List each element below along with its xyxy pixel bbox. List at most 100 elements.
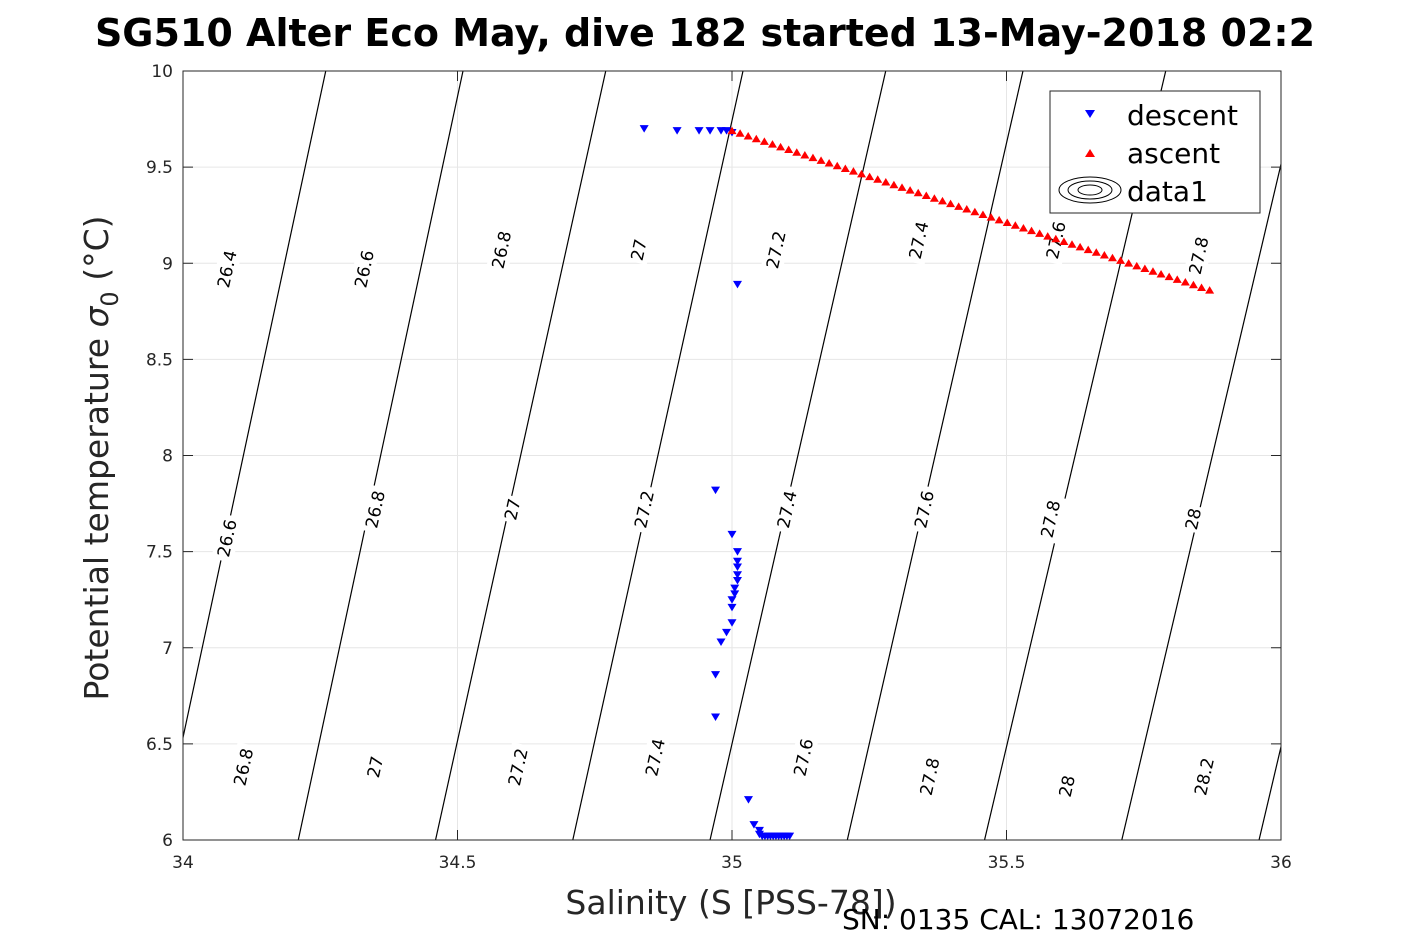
serial-calibration-footer: SN: 0135 CAL: 13072016: [842, 903, 1194, 936]
descent-point: [754, 826, 764, 835]
isopycnal-label-knockout: [1179, 503, 1207, 535]
ascent-point: [1051, 234, 1061, 243]
isopycnal-label-knockout: [771, 484, 803, 535]
ascent-point: [954, 202, 964, 210]
isopycnal-label-group: 27.4: [902, 215, 935, 266]
ascent-point: [1148, 267, 1158, 275]
ascent-point: [735, 129, 745, 137]
descent-point: [716, 638, 726, 646]
ascent-point: [1124, 259, 1134, 267]
isopycnal-label: 27: [628, 237, 652, 262]
isopycnal-label-group: 27: [361, 751, 389, 783]
ascent-point: [913, 188, 923, 197]
descent-point: [727, 619, 737, 627]
chart-title: SG510 Alter Eco May, dive 182 started 13…: [95, 11, 1315, 55]
ascent-point: [792, 148, 802, 156]
isopycnal-line-28: [1121, 161, 1281, 840]
x-tick-label: 34.5: [439, 853, 477, 873]
y-axis-ticks: 6 6.5 7 7.5 8 8.5 9 9.5 10: [146, 62, 1281, 851]
isopycnal-label-knockout: [1053, 771, 1081, 802]
isopycnal-line-26.8: [297, 71, 464, 840]
descent-point: [672, 127, 682, 135]
y-tick-label: 9: [162, 254, 173, 274]
descent-point: [639, 125, 649, 133]
descent-point: [732, 280, 742, 289]
descent-point: [730, 584, 740, 593]
ascent-point: [929, 194, 939, 202]
isopycnal-label-knockout: [902, 215, 935, 266]
ascent-point: [1067, 240, 1077, 248]
isopycnal-label-knockout: [625, 234, 653, 265]
isopycnal-label: 28: [1056, 774, 1080, 799]
ascent-point: [1156, 269, 1166, 278]
y-axis-label: Potential temperature σ0 (°C): [77, 216, 124, 701]
isopycnal-label-knockout: [1188, 751, 1220, 802]
isopycnal-label-knockout: [498, 494, 526, 525]
legend-contour-marker: [1058, 176, 1122, 204]
ascent-point: [857, 169, 867, 178]
ascent-point: [784, 145, 794, 154]
isopycnal-label-knockout: [211, 244, 243, 294]
ascent-point: [1059, 237, 1069, 245]
ascent-point: [881, 177, 891, 186]
x-tick-label: 34: [172, 853, 194, 873]
isopycnal-line-27.6: [846, 71, 1024, 840]
descent-point: [711, 486, 721, 495]
isopycnal-label-group: 26.8: [485, 224, 518, 275]
descent-point: [732, 563, 742, 572]
ascent-point: [873, 175, 883, 183]
ascent-point: [937, 196, 947, 205]
y-tick-label: 10: [151, 62, 173, 82]
descent-point: [730, 590, 740, 598]
isopycnal-label-knockout: [760, 224, 792, 275]
descent-point: [727, 530, 737, 539]
descent-point: [743, 796, 753, 804]
ascent-point: [816, 156, 826, 164]
ascent-point: [1043, 232, 1053, 240]
y-axis-label-sigma: σ: [77, 306, 116, 328]
legend-descent-marker: [1085, 110, 1095, 118]
ascent-point: [848, 167, 858, 175]
descent-series: [639, 125, 795, 841]
ascent-point: [759, 137, 769, 145]
ascent-point: [727, 126, 737, 135]
ascent-point: [994, 215, 1004, 224]
ascent-point: [800, 150, 810, 159]
ascent-point: [1099, 251, 1109, 259]
descent-point: [705, 127, 715, 135]
isopycnal-line-27: [434, 71, 607, 840]
ascent-point: [1132, 261, 1142, 270]
descent-point: [727, 596, 737, 604]
descent-point: [732, 557, 742, 566]
ascent-point: [832, 161, 842, 170]
ascent-point: [743, 132, 753, 140]
ascent-point: [1180, 278, 1190, 286]
legend-data1-label: data1: [1127, 175, 1208, 208]
ascent-point: [1107, 253, 1117, 262]
ascent-point: [978, 210, 988, 218]
descent-point: [711, 713, 721, 721]
x-tick-label: 36: [1270, 853, 1292, 873]
y-tick-label: 7: [162, 639, 173, 659]
descent-point: [732, 548, 742, 556]
isopycnal-label: 27: [501, 497, 525, 522]
isopycnal-label-knockout: [359, 484, 391, 535]
ascent-point: [767, 140, 777, 148]
isopycnal-label-knockout: [787, 732, 820, 783]
descent-point: [722, 628, 732, 637]
legend: descent ascent data1: [1049, 90, 1261, 214]
ascent-point: [751, 134, 761, 143]
descent-point: [727, 603, 737, 612]
ascent-point: [1091, 248, 1101, 256]
isopycnal-label-knockout: [1182, 230, 1215, 281]
y-axis-label-subscript: 0: [96, 291, 124, 306]
legend-ascent-label: ascent: [1127, 137, 1220, 170]
ascent-point: [1010, 221, 1020, 229]
legend-ascent-marker: [1085, 149, 1095, 157]
y-tick-label: 6.5: [146, 735, 173, 755]
ascent-point: [1018, 223, 1028, 232]
descent-point: [711, 671, 721, 679]
isopycnal-label-group: 28.2: [1188, 751, 1220, 802]
y-tick-label: 8.5: [146, 350, 173, 370]
descent-point: [694, 127, 704, 135]
